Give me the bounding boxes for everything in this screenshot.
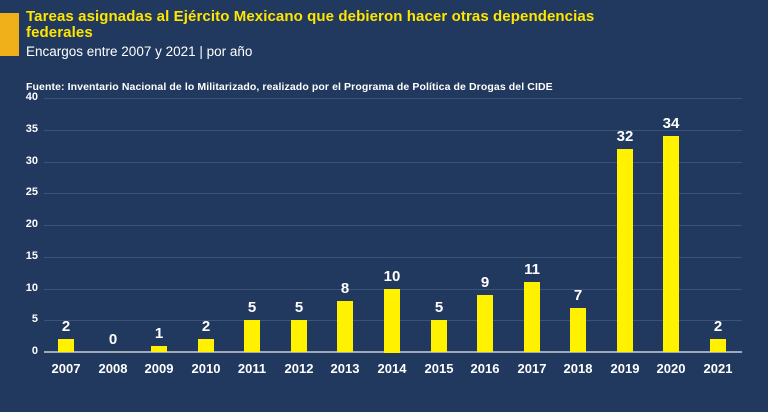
bar-2013: [337, 301, 353, 352]
bar-2009: [151, 346, 167, 352]
chart-source: Fuente: Inventario Nacional de lo Milita…: [26, 81, 553, 93]
bar-2010: [198, 339, 214, 352]
gridline: [44, 162, 742, 163]
x-tick-label: 2013: [330, 361, 360, 376]
bar-value-label: 0: [108, 331, 118, 348]
bar-2021: [710, 339, 726, 352]
x-tick-label: 2019: [610, 361, 640, 376]
bar-2020: [663, 136, 679, 352]
bar-2014: [384, 289, 400, 353]
y-tick-label: 15: [25, 250, 38, 262]
bar-value-label: 32: [616, 128, 634, 145]
bar-2018: [570, 308, 586, 352]
x-tick-label: 2009: [144, 361, 174, 376]
x-tick-label: 2011: [237, 361, 267, 376]
gridline: [44, 193, 742, 194]
x-tick-label: 2007: [51, 361, 81, 376]
gridline: [44, 130, 742, 131]
x-tick-label: 2015: [424, 361, 454, 376]
bar-2015: [431, 320, 447, 352]
x-tick-label: 2014: [377, 361, 407, 376]
bar-value-label: 8: [340, 280, 350, 297]
bar-value-label: 2: [61, 318, 71, 335]
bar-2016: [477, 295, 493, 352]
gridline: [44, 98, 742, 99]
bar-2007: [58, 339, 74, 352]
x-tick-label: 2010: [191, 361, 221, 376]
bar-value-label: 7: [573, 287, 583, 304]
y-tick-label: 0: [31, 345, 38, 357]
y-tick-label: 20: [25, 218, 38, 230]
x-tick-label: 2017: [517, 361, 547, 376]
gridline: [44, 257, 742, 258]
y-tick-label: 30: [25, 155, 38, 167]
gridline: [44, 225, 742, 226]
bar-value-label: 1: [154, 325, 164, 342]
bar-value-label: 5: [434, 299, 444, 316]
chart-subtitle: Encargos entre 2007 y 2021 | por año: [26, 44, 253, 59]
bar-value-label: 2: [713, 318, 723, 335]
x-tick-label: 2016: [470, 361, 500, 376]
bar-value-label: 11: [524, 261, 540, 278]
bar-value-label: 10: [383, 268, 401, 285]
x-tick-label: 2008: [98, 361, 128, 376]
x-tick-label: 2012: [284, 361, 314, 376]
y-tick-label: 25: [25, 186, 38, 198]
bar-value-label: 5: [294, 299, 304, 316]
x-tick-label: 2021: [703, 361, 733, 376]
y-tick-label: 10: [25, 282, 38, 294]
y-tick-label: 40: [25, 91, 38, 103]
y-tick-label: 35: [25, 123, 38, 135]
bar-2012: [291, 320, 307, 352]
x-tick-label: 2020: [656, 361, 686, 376]
bar-2019: [617, 149, 633, 352]
chart-title: Tareas asignadas al Ejército Mexicano qu…: [26, 8, 595, 41]
y-tick-label: 5: [31, 313, 38, 325]
bar-2011: [244, 320, 260, 352]
accent-block: [0, 13, 19, 56]
bar-value-label: 5: [247, 299, 257, 316]
bar-value-label: 2: [201, 318, 211, 335]
bar-value-label: 9: [480, 274, 490, 291]
x-tick-label: 2018: [563, 361, 593, 376]
bar-2017: [524, 282, 540, 352]
bar-value-label: 34: [662, 115, 680, 132]
